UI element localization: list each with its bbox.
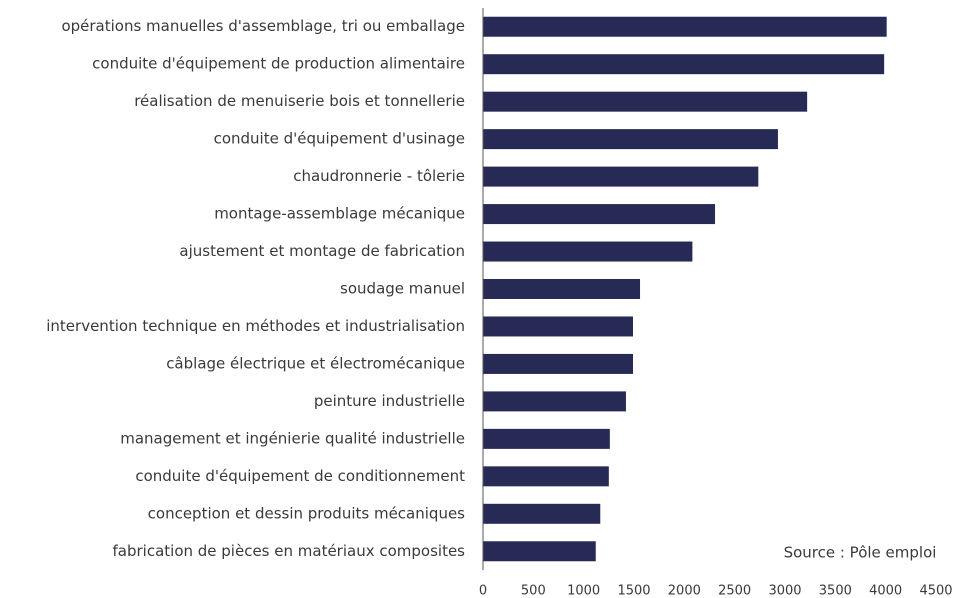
x-tick-label: 0: [479, 584, 487, 598]
y-tick-label: câblage électrique et électromécanique: [166, 354, 465, 372]
bar: [483, 391, 626, 412]
bar: [483, 91, 808, 112]
x-tick-label: 1500: [617, 584, 650, 598]
bar: [483, 316, 633, 337]
bar: [483, 503, 601, 524]
y-tick-label: ajustement et montage de fabrication: [179, 242, 465, 260]
y-tick-label: conception et dessin produits mécaniques: [148, 504, 466, 522]
y-tick-label: fabrication de pièces en matériaux compo…: [113, 542, 466, 560]
y-tick-label: conduite d'équipement de production alim…: [92, 55, 465, 73]
y-tick-label: conduite d'équipement d'usinage: [214, 130, 465, 148]
y-tick-label: peinture industrielle: [314, 392, 465, 410]
bar: [483, 204, 716, 225]
x-tick-label: 4000: [869, 584, 902, 598]
bar: [483, 541, 596, 562]
y-tick-label: réalisation de menuiserie bois et tonnel…: [134, 92, 465, 110]
bar: [483, 241, 693, 262]
y-tick-label: intervention technique en méthodes et in…: [46, 317, 465, 335]
x-tick-label: 2500: [718, 584, 751, 598]
bar: [483, 353, 633, 374]
y-tick-label: conduite d'équipement de conditionnement: [135, 467, 465, 485]
bar: [483, 279, 641, 299]
bar: [483, 129, 778, 150]
x-tick-label: 3500: [819, 584, 852, 598]
y-tick-label: soudage manuel: [340, 280, 465, 298]
bar: [483, 428, 610, 449]
x-tick-label: 4500: [919, 584, 952, 598]
bar: [483, 16, 887, 37]
source-note: Source : Pôle emploi: [784, 544, 937, 562]
bar: [483, 466, 609, 487]
y-tick-label: chaudronnerie - tôlerie: [293, 167, 465, 185]
x-tick-label: 1000: [567, 584, 600, 598]
bar: [483, 54, 885, 75]
y-tick-label: management et ingénierie qualité industr…: [120, 429, 465, 447]
y-tick-label: montage-assemblage mécanique: [214, 205, 465, 223]
x-tick-label: 500: [521, 584, 546, 598]
x-tick-label: 2000: [668, 584, 701, 598]
bar: [483, 166, 759, 187]
x-tick-label: 3000: [768, 584, 801, 598]
y-tick-label: opérations manuelles d'assemblage, tri o…: [61, 17, 465, 35]
